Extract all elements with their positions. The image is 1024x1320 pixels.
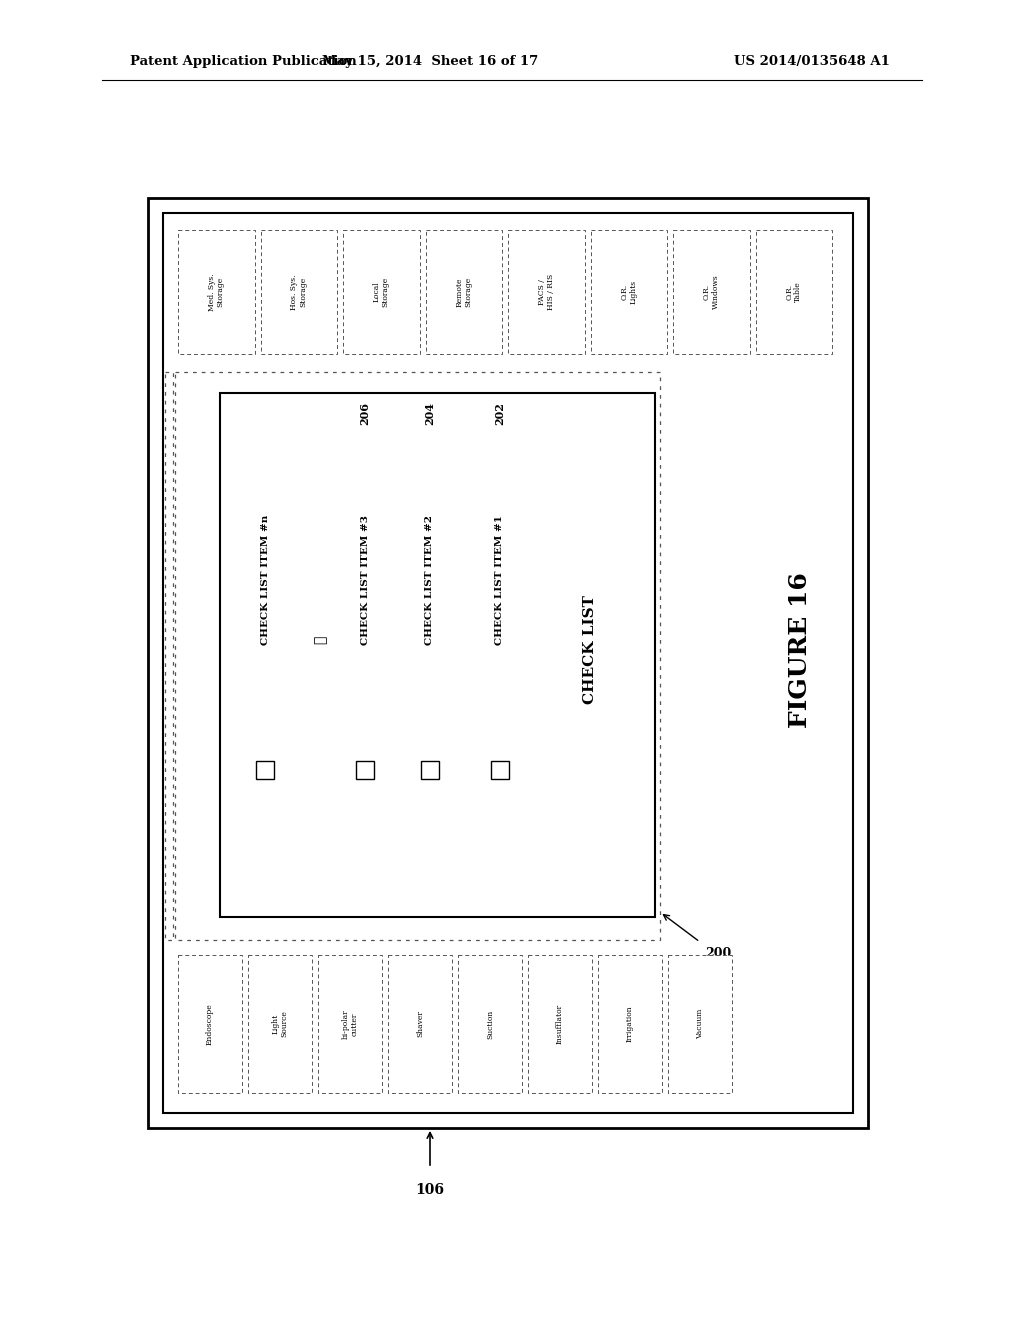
Bar — [421, 762, 439, 779]
Text: 202: 202 — [495, 403, 506, 425]
Bar — [256, 762, 274, 779]
Text: CHECK LIST ITEM #2: CHECK LIST ITEM #2 — [426, 515, 434, 645]
Text: bi-polar
cutter: bi-polar cutter — [341, 1010, 358, 1039]
Text: US 2014/0135648 A1: US 2014/0135648 A1 — [734, 55, 890, 69]
Text: 204: 204 — [425, 403, 435, 425]
Polygon shape — [178, 230, 255, 354]
Text: CHECK LIST: CHECK LIST — [583, 595, 597, 705]
Polygon shape — [673, 230, 750, 354]
Polygon shape — [756, 230, 831, 354]
Text: Endoscope: Endoscope — [206, 1003, 214, 1045]
Text: Irrigation: Irrigation — [626, 1006, 634, 1043]
Text: Shaver: Shaver — [416, 1011, 424, 1038]
Text: CHECK LIST ITEM #1: CHECK LIST ITEM #1 — [496, 515, 505, 645]
Polygon shape — [426, 230, 502, 354]
Polygon shape — [591, 230, 667, 354]
Bar — [220, 393, 655, 917]
Text: Insufflator: Insufflator — [556, 1005, 564, 1044]
Text: PACS /
HIS / RIS: PACS / HIS / RIS — [538, 273, 555, 310]
Text: Med. Sys.
Storage: Med. Sys. Storage — [208, 273, 225, 310]
Text: 200: 200 — [705, 946, 731, 960]
Text: O.R.
Table: O.R. Table — [785, 281, 803, 302]
Polygon shape — [458, 954, 522, 1093]
Text: Vacuum: Vacuum — [696, 1008, 705, 1039]
Text: Local
Storage: Local Storage — [373, 277, 390, 308]
Text: FIGURE 16: FIGURE 16 — [788, 572, 812, 727]
Text: Remote
Storage: Remote Storage — [455, 277, 472, 308]
Polygon shape — [388, 954, 452, 1093]
Polygon shape — [178, 954, 242, 1093]
Text: 206: 206 — [359, 403, 371, 425]
Bar — [356, 762, 374, 779]
Text: CHECK LIST ITEM #n: CHECK LIST ITEM #n — [260, 515, 269, 645]
Text: O.R.
Lights: O.R. Lights — [621, 280, 637, 304]
Bar — [148, 198, 868, 1129]
Polygon shape — [528, 954, 592, 1093]
Polygon shape — [343, 230, 420, 354]
Text: Patent Application Publication: Patent Application Publication — [130, 55, 356, 69]
Text: 106: 106 — [416, 1183, 444, 1197]
Polygon shape — [508, 230, 585, 354]
Bar — [490, 762, 509, 779]
Polygon shape — [668, 954, 732, 1093]
Text: Suction: Suction — [486, 1010, 494, 1039]
Text: Hos. Sys.
Storage: Hos. Sys. Storage — [290, 275, 307, 310]
Text: CHECK LIST ITEM #3: CHECK LIST ITEM #3 — [360, 515, 370, 645]
Polygon shape — [318, 954, 382, 1093]
Polygon shape — [248, 954, 312, 1093]
Text: ⋯: ⋯ — [313, 636, 327, 644]
Bar — [163, 213, 853, 1113]
Text: O.R.
Windows: O.R. Windows — [702, 275, 720, 309]
Polygon shape — [598, 954, 662, 1093]
Text: May 15, 2014  Sheet 16 of 17: May 15, 2014 Sheet 16 of 17 — [322, 55, 539, 69]
Text: Light
Source: Light Source — [271, 1011, 289, 1038]
Polygon shape — [260, 230, 337, 354]
